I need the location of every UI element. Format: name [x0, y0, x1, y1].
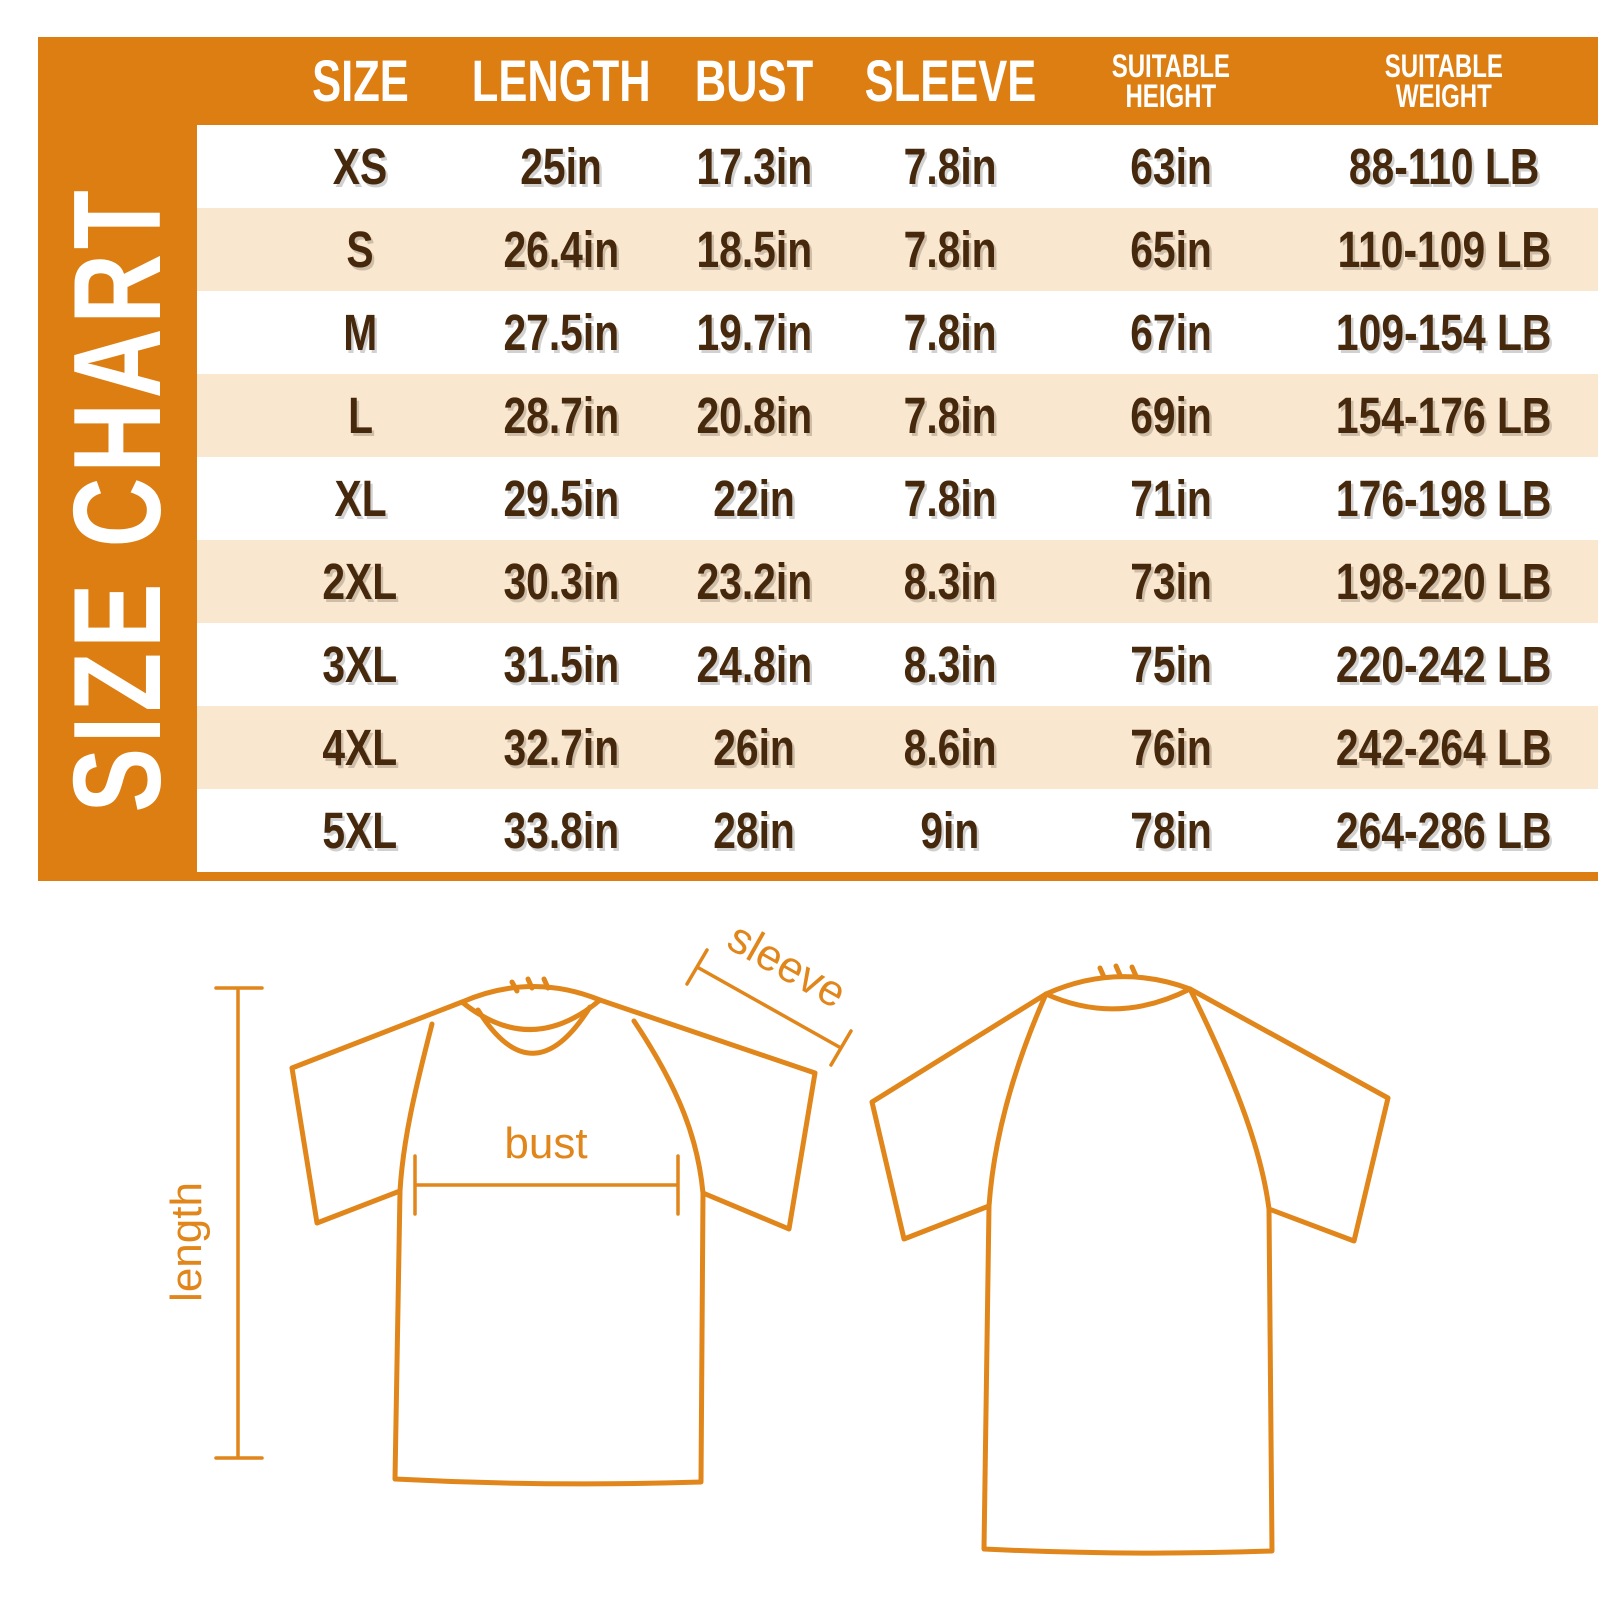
length-label: length: [162, 1182, 211, 1302]
cell-weight: 110-109 LB: [1337, 221, 1551, 278]
sleeve-label: sleeve: [720, 913, 855, 1018]
cell-sleeve: 8.3in: [903, 636, 997, 693]
sleeve-measure-line: [685, 948, 853, 1067]
table-body: XS 25in 17.3in 7.8in 63in 88-110 LB S 26…: [38, 125, 1598, 872]
cell-size: 3XL: [322, 636, 398, 693]
cell-size: 4XL: [322, 719, 398, 776]
length-measure-line: [214, 986, 264, 1460]
cell-length: 29.5in: [503, 470, 620, 527]
cell-bust: 20.8in: [696, 387, 812, 444]
cell-height: 73in: [1129, 553, 1212, 610]
cell-weight: 109-154 LB: [1336, 304, 1552, 361]
sidebar-title-text: SIZE CHART: [48, 184, 187, 813]
tshirt-back-outline: [869, 963, 1391, 1556]
bust-label: bust: [504, 1119, 587, 1168]
cell-size: L: [347, 387, 373, 444]
sidebar-title: SIZE CHART: [38, 125, 197, 872]
table-row: 3XL 31.5in 24.8in 8.3in 75in 220-242 LB: [197, 623, 1598, 706]
cell-height: 78in: [1129, 802, 1212, 859]
cell-length: 30.3in: [503, 553, 620, 610]
cell-height: 71in: [1129, 470, 1212, 527]
cell-size: 5XL: [322, 802, 398, 859]
cell-size: M: [343, 304, 378, 361]
cell-size: S: [346, 221, 374, 278]
table-row: 5XL 33.8in 28in 9in 78in 264-286 LB: [197, 789, 1598, 872]
cell-length: 31.5in: [503, 636, 620, 693]
cell-length: 32.7in: [503, 719, 620, 776]
cell-bust: 19.7in: [696, 304, 812, 361]
cell-sleeve: 7.8in: [903, 304, 997, 361]
cell-size: XS: [332, 138, 388, 195]
table-row: XS 25in 17.3in 7.8in 63in 88-110 LB: [197, 125, 1598, 208]
cell-sleeve: 8.3in: [903, 553, 997, 610]
table-row: L 28.7in 20.8in 7.8in 69in 154-176 LB: [197, 374, 1598, 457]
cell-weight: 88-110 LB: [1348, 138, 1540, 195]
column-header-size: SIZE: [311, 48, 409, 114]
cell-size: XL: [334, 470, 387, 527]
cell-weight: 154-176 LB: [1336, 387, 1552, 444]
tshirt-front-outline: [289, 976, 818, 1487]
column-header-sleeve: SLEEVE: [864, 48, 1036, 114]
table-row: 4XL 32.7in 26in 8.6in 76in 242-264 LB: [197, 706, 1598, 789]
column-header-length: LENGTH: [471, 48, 651, 114]
cell-sleeve: 9in: [920, 802, 980, 859]
cell-length: 28.7in: [503, 387, 620, 444]
cell-weight: 264-286 LB: [1336, 802, 1552, 859]
cell-weight: 176-198 LB: [1336, 470, 1552, 527]
table-header-row: SIZE LENGTH BUST SLEEVE SUITABLE HEIGHT S…: [197, 37, 1598, 125]
cell-length: 27.5in: [503, 304, 620, 361]
cell-length: 26.4in: [503, 221, 620, 278]
cell-length: 33.8in: [503, 802, 620, 859]
cell-height: 65in: [1129, 221, 1212, 278]
cell-bust: 26in: [713, 719, 795, 776]
table-row: 2XL 30.3in 23.2in 8.3in 73in 198-220 LB: [197, 540, 1598, 623]
table-row: S 26.4in 18.5in 7.8in 65in 110-109 LB: [197, 208, 1598, 291]
cell-sleeve: 7.8in: [903, 387, 997, 444]
cell-sleeve: 7.8in: [903, 221, 997, 278]
cell-weight: 198-220 LB: [1336, 553, 1552, 610]
cell-bust: 22in: [713, 470, 795, 527]
measurement-diagram: length bust sleeve: [162, 913, 1391, 1556]
size-chart-table: SIZE CHART SIZE LENGTH BUST SLEEVE SUITA…: [38, 37, 1598, 881]
cell-sleeve: 8.6in: [903, 719, 997, 776]
cell-length: 25in: [520, 138, 603, 195]
cell-size: 2XL: [322, 553, 398, 610]
cell-bust: 17.3in: [696, 138, 812, 195]
cell-bust: 18.5in: [696, 221, 812, 278]
cell-bust: 28in: [713, 802, 795, 859]
column-header-bust: BUST: [694, 48, 814, 114]
cell-height: 67in: [1129, 304, 1212, 361]
cell-sleeve: 7.8in: [903, 470, 997, 527]
cell-height: 69in: [1129, 387, 1212, 444]
column-header-suitable-weight: SUITABLE WEIGHT: [1384, 47, 1503, 114]
cell-bust: 24.8in: [696, 636, 812, 693]
cell-height: 75in: [1129, 636, 1212, 693]
column-header-suitable-height: SUITABLE HEIGHT: [1111, 47, 1230, 114]
bust-measure-line: [413, 1154, 680, 1216]
cell-weight: 220-242 LB: [1336, 636, 1552, 693]
cell-sleeve: 7.8in: [903, 138, 997, 195]
cell-weight: 242-264 LB: [1336, 719, 1552, 776]
cell-height: 76in: [1129, 719, 1212, 776]
cell-height: 63in: [1129, 138, 1212, 195]
cell-bust: 23.2in: [696, 553, 812, 610]
table-row: M 27.5in 19.7in 7.8in 67in 109-154 LB: [197, 291, 1598, 374]
table-row: XL 29.5in 22in 7.8in 71in 176-198 LB: [197, 457, 1598, 540]
